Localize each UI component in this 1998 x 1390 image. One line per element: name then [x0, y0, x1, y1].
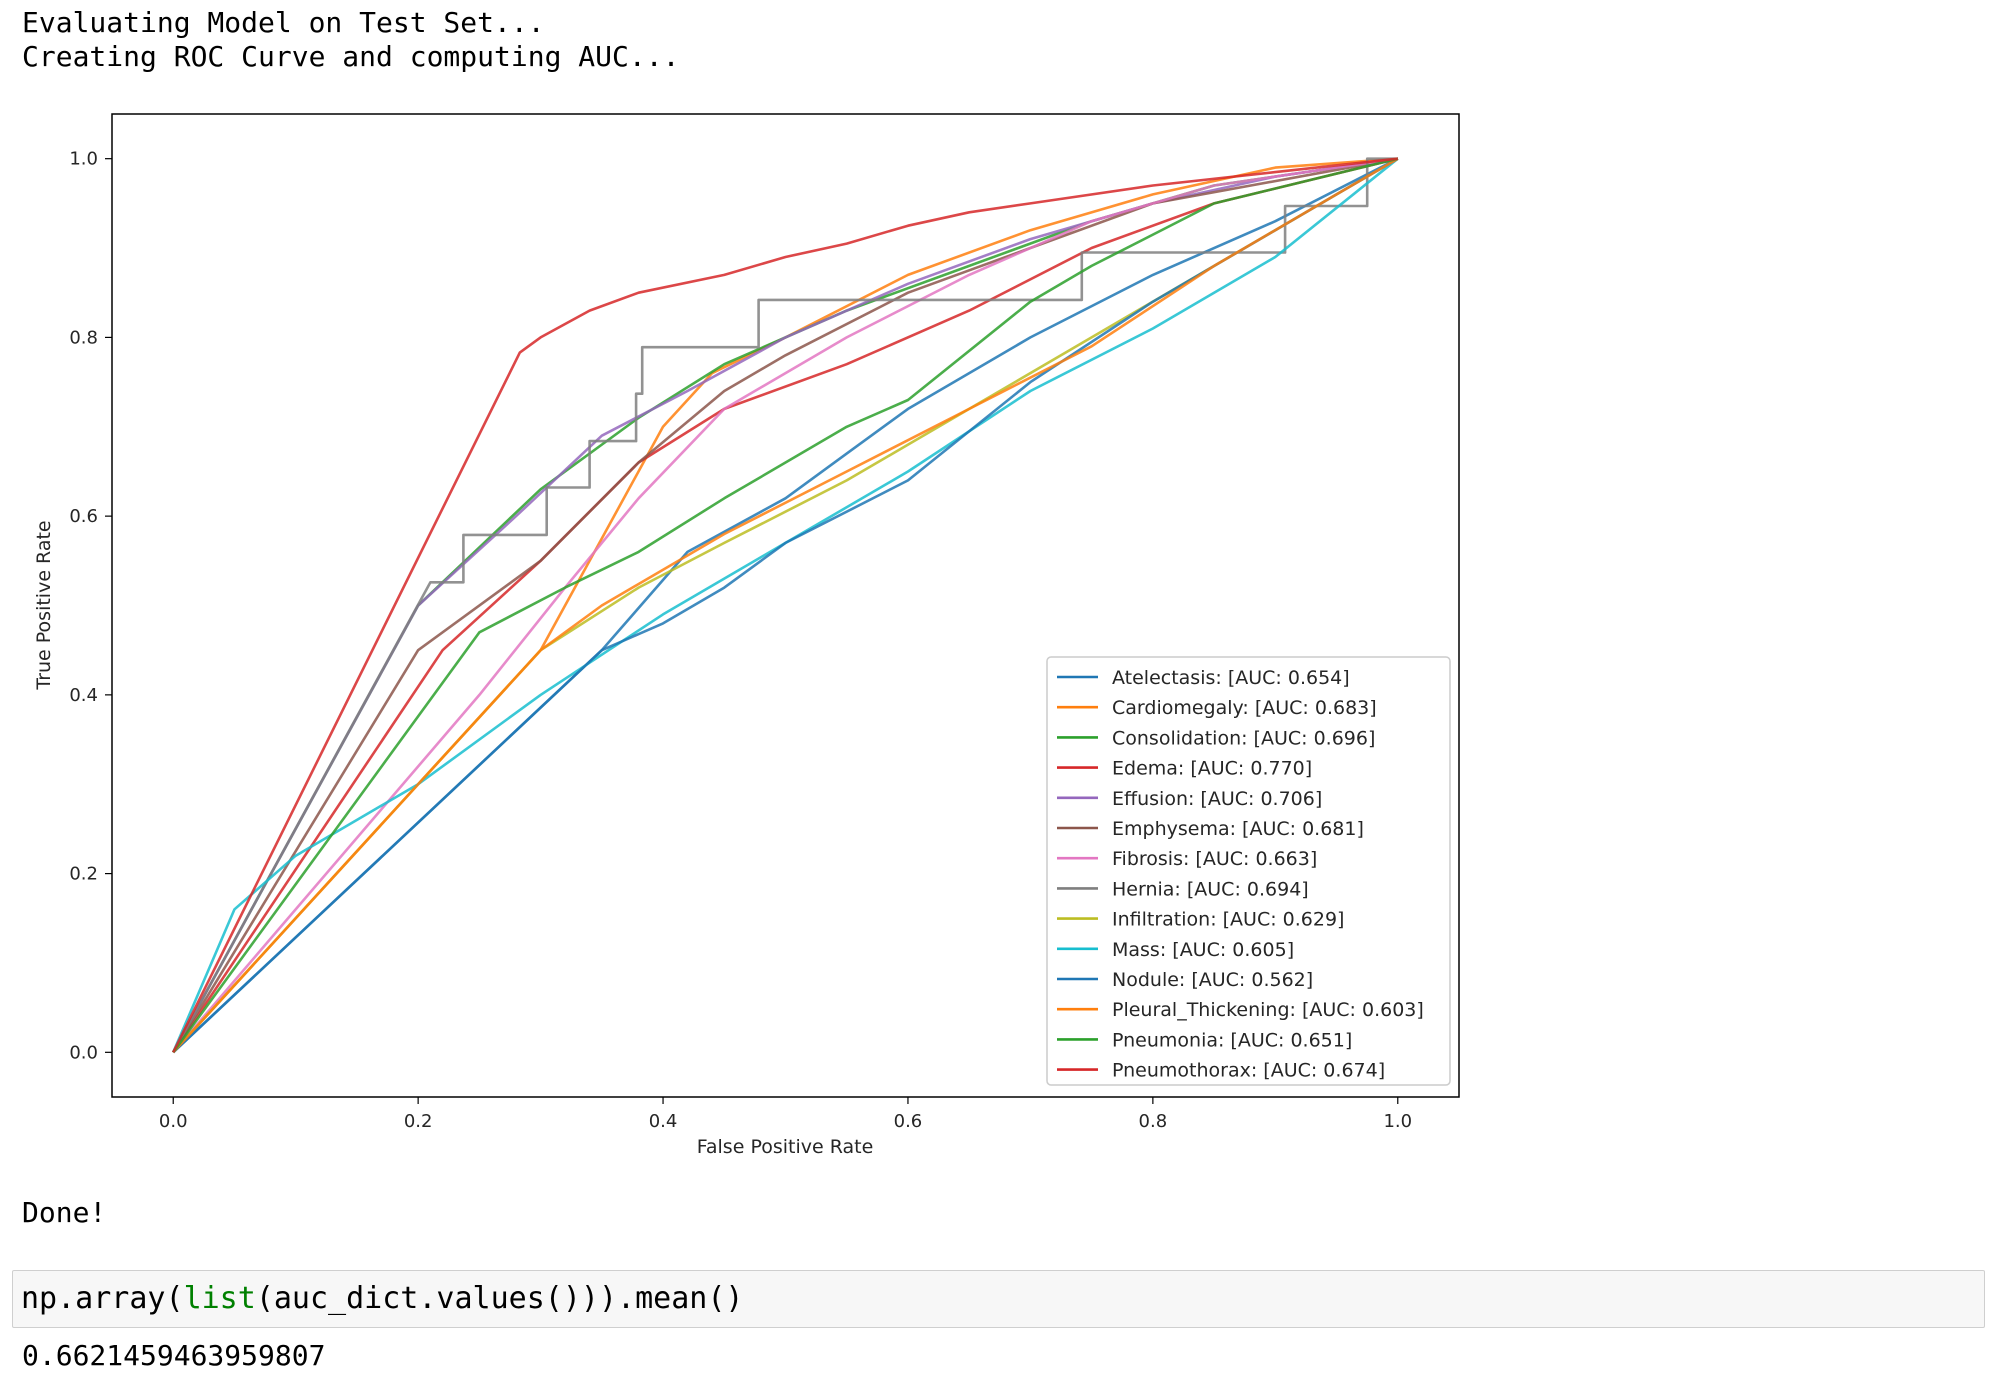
y-tick-label: 0.0: [69, 1042, 98, 1063]
y-tick-label: 0.8: [69, 327, 98, 348]
roc-line-atelectasis: [172, 157, 1399, 1054]
legend-label: Atelectasis: [AUC: 0.654]: [1112, 667, 1350, 689]
y-tick-label: 0.6: [69, 506, 98, 527]
legend-label: Edema: [AUC: 0.770]: [1112, 758, 1312, 780]
roc-line-effusion: [172, 157, 1398, 1053]
legend-label: Emphysema: [AUC: 0.681]: [1112, 818, 1364, 840]
legend-label: Mass: [AUC: 0.605]: [1112, 939, 1294, 961]
x-tick-label: 0.4: [649, 1111, 678, 1132]
legend-label: Cardiomegaly: [AUC: 0.683]: [1112, 697, 1377, 719]
plot-frame: [111, 113, 1460, 1098]
x-tick-label: 1.0: [1383, 1111, 1412, 1132]
chart-legend: Atelectasis: [AUC: 0.654] Cardiomegaly: […: [1046, 656, 1451, 1086]
roc-line-fibrosis: [172, 157, 1398, 1054]
roc-line-hernia: [172, 157, 1398, 1053]
roc-series-lines: [172, 157, 1399, 1054]
output-log-line: Creating ROC Curve and computing AUC...: [22, 40, 680, 73]
legend-label: Hernia: [AUC: 0.694]: [1112, 878, 1309, 900]
roc-line-emphysema: [172, 157, 1399, 1053]
code-text: np.array(: [21, 1281, 184, 1316]
roc-line-cardiomegaly: [172, 157, 1398, 1054]
done-message: Done!: [22, 1196, 107, 1229]
y-axis-ticks: 0.0 0.2 0.4 0.6 0.8 1.0: [69, 149, 112, 1063]
code-builtin-keyword: list: [183, 1281, 256, 1316]
code-line[interactable]: np.array(list(auc_dict.values())).mean(): [21, 1281, 743, 1317]
legend-label: Fibrosis: [AUC: 0.663]: [1112, 848, 1317, 870]
cell-result: 0.6621459463959807: [22, 1339, 326, 1372]
x-axis-label: False Positive Rate: [697, 1136, 874, 1158]
legend-label: Nodule: [AUC: 0.562]: [1112, 969, 1313, 991]
legend-label: Pleural_Thickening: [AUC: 0.603]: [1112, 999, 1424, 1021]
roc-chart: 0.0 0.2 0.4 0.6 0.8 1.0 0.0 0.2 0.4 0.6 0.8 1.0 Fa…: [33, 113, 1460, 1158]
y-tick-label: 0.2: [69, 864, 98, 885]
roc-line-edema: [172, 157, 1399, 1054]
legend-label: Pneumonia: [AUC: 0.651]: [1112, 1029, 1352, 1051]
x-tick-label: 0.2: [404, 1111, 433, 1132]
roc-line-mass: [172, 157, 1399, 1053]
legend-box: [1046, 656, 1451, 1086]
legend-label: Pneumothorax: [AUC: 0.674]: [1112, 1060, 1385, 1082]
roc-line-pneumothorax: [172, 157, 1398, 1053]
x-tick-label: 0.6: [894, 1111, 923, 1132]
code-cell[interactable]: np.array(list(auc_dict.values())).mean(): [12, 1270, 1985, 1328]
code-text: (auc_dict.values())).mean(): [255, 1281, 744, 1316]
x-tick-label: 0.0: [159, 1111, 188, 1132]
legend-label: Consolidation: [AUC: 0.696]: [1112, 727, 1375, 749]
x-axis-ticks: 0.0 0.2 0.4 0.6 0.8 1.0: [159, 1097, 1412, 1132]
legend-label: Infiltration: [AUC: 0.629]: [1112, 909, 1344, 931]
legend-label: Effusion: [AUC: 0.706]: [1112, 788, 1322, 810]
roc-line-pleural-thickening: [172, 157, 1399, 1054]
roc-line-pneumonia: [172, 157, 1399, 1054]
y-axis-label: True Positive Rate: [33, 520, 55, 690]
y-tick-label: 1.0: [69, 149, 98, 170]
x-tick-label: 0.8: [1139, 1111, 1168, 1132]
y-tick-label: 0.4: [69, 685, 98, 706]
output-log-line: Evaluating Model on Test Set...: [22, 6, 545, 39]
